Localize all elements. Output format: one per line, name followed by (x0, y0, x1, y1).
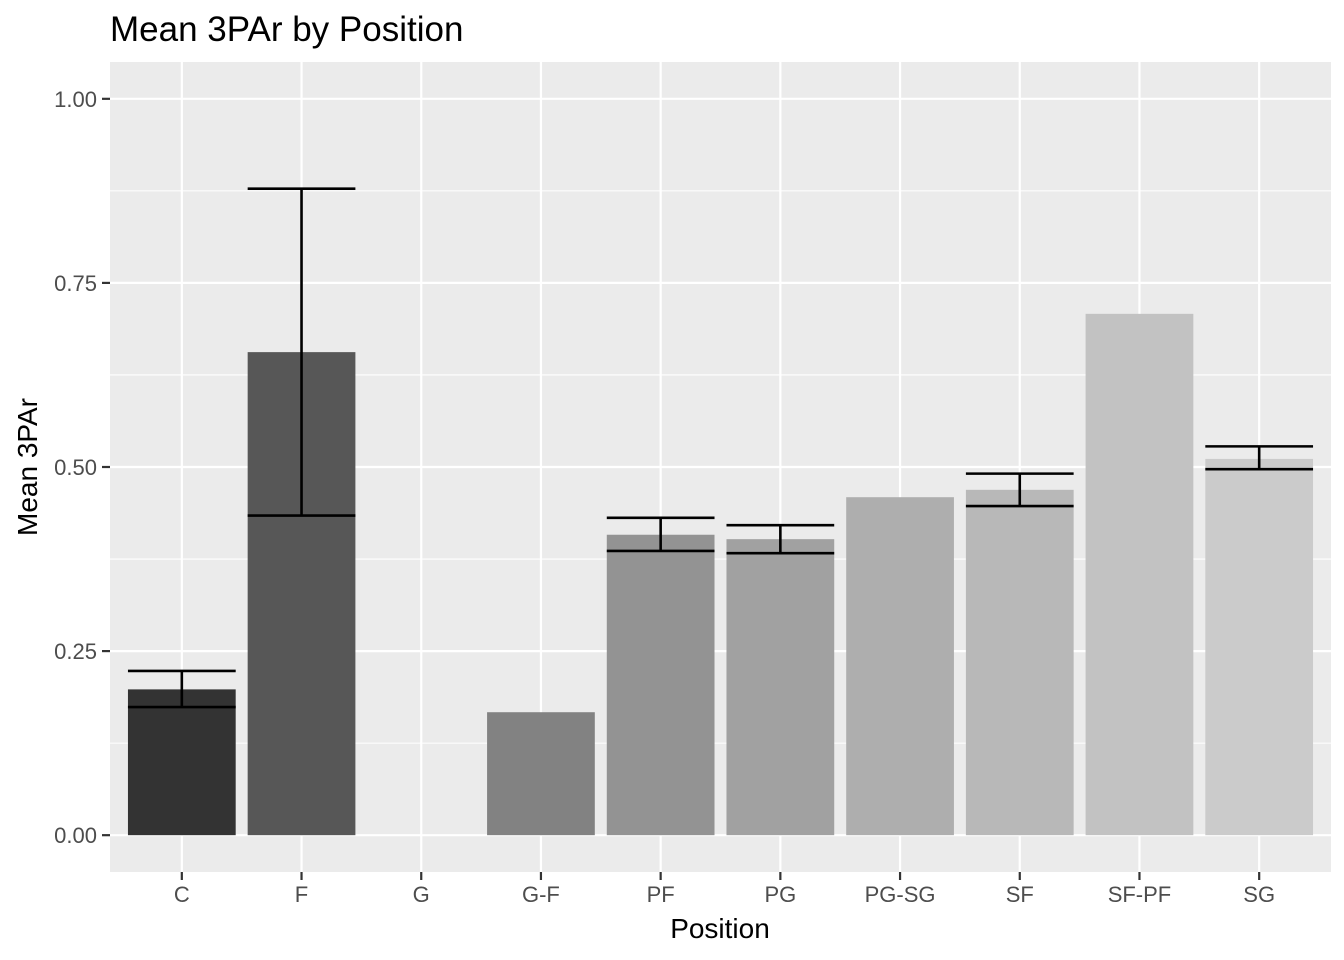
x-tick-label: PG (764, 882, 796, 907)
y-tick-label: 0.00 (54, 823, 97, 848)
chart-title: Mean 3PAr by Position (110, 10, 463, 49)
y-axis-title: Mean 3PAr (12, 398, 43, 536)
bar-PF (606, 534, 715, 836)
bar-C (127, 689, 236, 836)
x-axis: C F G G-F PF PG PG-SG SF SF-PF SG (174, 872, 1275, 907)
x-tick-label: PF (647, 882, 675, 907)
x-tick-label: PG-SG (865, 882, 936, 907)
bar-SG (1205, 458, 1314, 836)
error-bar-C (127, 669, 236, 709)
x-tick-label: G-F (522, 882, 560, 907)
bar-G-F (487, 712, 595, 836)
x-tick-label: F (295, 882, 308, 907)
x-tick-label: G (413, 882, 430, 907)
bar-PG (726, 539, 835, 836)
y-tick-label: 0.50 (54, 455, 97, 480)
error-bar-PG (726, 523, 835, 555)
bar-SF-PF (1085, 313, 1194, 836)
y-axis: 0.00 0.25 0.50 0.75 1.00 (54, 87, 110, 848)
error-bar-SF (965, 472, 1074, 508)
x-tick-label: SF-PF (1108, 882, 1172, 907)
x-axis-title: Position (670, 913, 770, 944)
x-tick-label: SG (1243, 882, 1275, 907)
y-tick-label: 0.25 (54, 639, 97, 664)
error-bar-F (247, 187, 356, 517)
error-bars (127, 187, 1314, 709)
bar-PG-SG (846, 497, 954, 836)
x-tick-label: C (174, 882, 190, 907)
y-tick-label: 0.75 (54, 271, 97, 296)
y-tick-label: 1.00 (54, 87, 97, 112)
bar-SF (965, 489, 1074, 836)
error-bar-PF (606, 516, 715, 553)
error-bar-SG (1205, 445, 1314, 471)
x-tick-label: SF (1006, 882, 1034, 907)
